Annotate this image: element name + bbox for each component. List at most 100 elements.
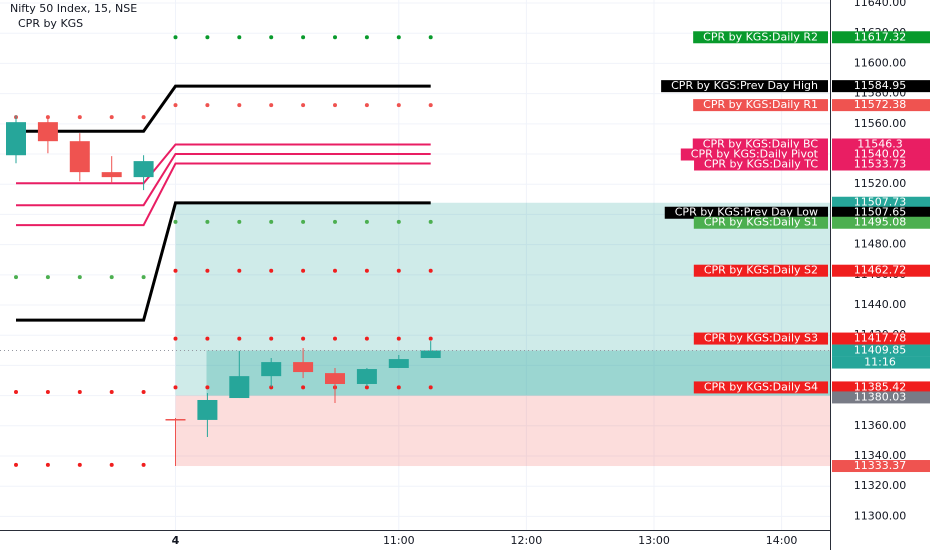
price-tag-box <box>832 31 930 44</box>
indicator-dot <box>333 268 337 273</box>
indicator-dot <box>364 385 369 390</box>
indicator-dot <box>45 462 50 467</box>
indicator-dot <box>333 103 337 108</box>
series-tag-box <box>693 264 828 277</box>
countdown-box <box>832 356 930 369</box>
price-tag-box <box>832 80 930 93</box>
indicator-dot <box>269 35 274 40</box>
price-tag-value: 11572.38 <box>854 98 907 111</box>
indicator-dot <box>396 219 401 224</box>
series-tag-box <box>693 99 828 112</box>
y-tick-label: 11480.00 <box>854 238 907 251</box>
series-tag-box <box>661 80 828 93</box>
price-tag-value: 11333.37 <box>854 459 907 472</box>
indicator-dot <box>269 219 274 224</box>
indicator-dot <box>141 115 146 120</box>
price-tag-value: 11546.3 <box>857 138 903 151</box>
price-tag: 11584.95 CPR by KGS:Prev Day High <box>661 79 930 93</box>
price-tag-box <box>832 196 930 209</box>
candle-body <box>261 362 282 377</box>
indicator-dot <box>269 336 274 341</box>
price-tag-value: 11540.02 <box>854 148 907 161</box>
price-tag-value: 11495.08 <box>854 216 907 229</box>
indicator-dot <box>301 385 306 390</box>
series-tag-box <box>693 31 828 44</box>
indicator-dot <box>109 462 114 467</box>
series-tag-label: CPR by KGS:Daily S3 <box>704 332 818 345</box>
indicator-line <box>16 201 431 322</box>
candle-body <box>388 359 409 368</box>
price-tag-value: 11417.78 <box>854 332 907 345</box>
candle-body <box>293 362 314 373</box>
series-tag-box <box>693 381 828 394</box>
series-tag-label: CPR by KGS:Daily S4 <box>704 380 818 393</box>
indicator-dot <box>364 268 369 273</box>
indicator-dot <box>237 103 242 108</box>
series-tag-box <box>694 158 828 171</box>
indicator-dot <box>364 35 369 40</box>
y-tick-label: 11600.00 <box>854 56 907 69</box>
price-tag: 11417.78 CPR by KGS:Daily S3 <box>693 332 930 345</box>
indicator-dot <box>205 268 210 273</box>
candle-body <box>229 376 250 399</box>
indicator-dot <box>301 35 306 40</box>
price-tag-box <box>832 138 930 151</box>
series-tag-box <box>680 148 828 161</box>
indicator-dot <box>396 268 401 273</box>
price-tag-box <box>832 148 930 161</box>
y-tick-label: 11300.00 <box>854 509 907 522</box>
y-tick-label: 11440.00 <box>854 298 907 311</box>
price-tag-box <box>832 99 930 112</box>
indicator-dot <box>77 115 82 120</box>
indicator-dot <box>364 219 369 224</box>
y-tick-label: 11640.00 <box>854 0 907 9</box>
price-tag-box <box>832 216 930 229</box>
x-tick-label: 13:00 <box>638 534 670 547</box>
indicator-dot <box>237 219 242 224</box>
candle-body <box>69 141 90 173</box>
series-tag-box <box>693 216 828 229</box>
indicator-dot <box>237 336 242 341</box>
indicator-dot <box>428 219 433 224</box>
indicator-dot <box>269 103 274 108</box>
price-tag-value: 11409.85 <box>854 344 907 357</box>
indicator-dot <box>428 35 433 40</box>
indicator-dot <box>173 35 178 40</box>
candle-body <box>356 369 377 384</box>
candle-body <box>165 419 186 421</box>
price-tag-value: 11507.65 <box>854 206 907 219</box>
candle-body <box>197 399 218 420</box>
indicator-dot <box>364 336 369 341</box>
indicator-legend: CPR by KGS <box>18 17 83 30</box>
price-tag-box <box>832 206 930 219</box>
price-tag: 11540.02 CPR by KGS:Daily Pivot <box>680 148 930 161</box>
series-tag-label: CPR by KGS:Daily R1 <box>703 98 818 111</box>
candle-body <box>133 161 154 178</box>
series-tag-label: CPR by KGS:Daily R2 <box>703 30 818 43</box>
indicator-dot <box>301 268 306 273</box>
series-tag-box <box>693 332 828 345</box>
series-tag-label: CPR by KGS:Daily Pivot <box>691 148 819 161</box>
indicator-dot <box>269 385 274 390</box>
x-tick-label: 11:00 <box>383 534 415 547</box>
indicator-dot <box>396 336 401 341</box>
indicator-dot <box>205 103 210 108</box>
indicator-dot <box>428 268 433 273</box>
indicator-dot <box>333 35 337 40</box>
indicator-dot <box>14 275 18 280</box>
series-tag-label: CPR by KGS:Daily TC <box>704 158 818 171</box>
indicator-dot <box>269 268 274 273</box>
indicator-dot <box>428 336 433 341</box>
indicator-dot <box>333 219 337 224</box>
price-tag: 11507.73 <box>832 196 930 209</box>
x-tick-label: 14:00 <box>766 534 798 547</box>
indicator-dot <box>141 389 146 394</box>
price-tag: 11572.38 CPR by KGS:Daily R1 <box>693 98 930 112</box>
y-tick-label: 11320.00 <box>854 479 907 492</box>
series-tag-box <box>664 206 828 219</box>
price-tag-value: 11380.03 <box>854 390 907 403</box>
price-tag: 11462.72 CPR by KGS:Daily S2 <box>693 264 930 277</box>
price-tag: 11380.03 <box>832 390 930 404</box>
